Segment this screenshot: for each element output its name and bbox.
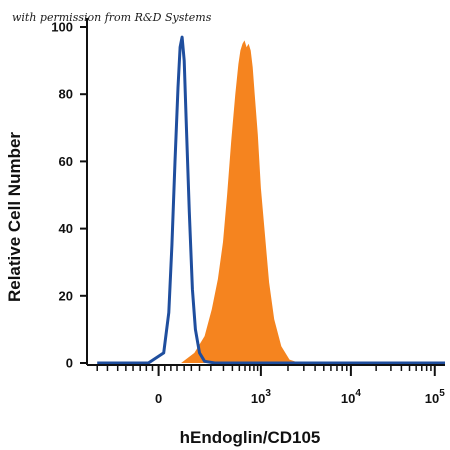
series-0-area <box>181 40 300 364</box>
x-tick-label-3: 105 <box>425 388 445 406</box>
x-tick-label-0: 0 <box>155 391 162 406</box>
plot-area: 0 20 40 60 80 100 0 103 104 105 <box>51 18 445 406</box>
y-tick-label-60: 60 <box>59 154 73 169</box>
watermark: with permission from R&D Systems <box>12 11 212 24</box>
y-tick-label-40: 40 <box>59 221 73 236</box>
y-tick-label-0: 0 <box>66 356 73 371</box>
y-axis-title: Relative Cell Number <box>5 132 24 302</box>
y-tick-label-20: 20 <box>59 288 73 303</box>
y-tick-label-100: 100 <box>51 20 73 35</box>
x-tick-label-2: 104 <box>341 388 361 406</box>
series-1-line <box>97 35 445 365</box>
x-axis-title: hEndoglin/CD105 <box>180 428 321 447</box>
y-tick-label-80: 80 <box>59 87 73 102</box>
x-tick-label-1: 103 <box>251 388 271 406</box>
